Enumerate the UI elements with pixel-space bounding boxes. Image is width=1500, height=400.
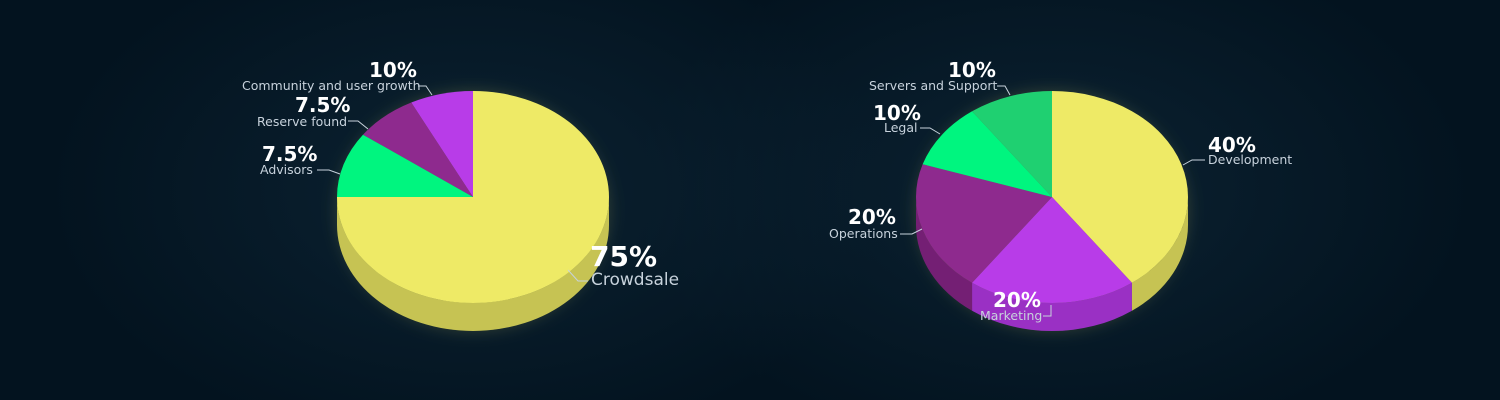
slice-percent-servers: 10% xyxy=(948,58,996,82)
pie-right-marks xyxy=(916,91,1189,332)
pie-slice-operations xyxy=(916,164,1052,283)
slice-label-servers: Servers and Support xyxy=(869,78,997,93)
slice-percent-marketing: 20% xyxy=(993,288,1041,312)
pie-slice-legal xyxy=(922,111,1052,197)
slice-label-community: Community and user growth xyxy=(242,78,421,93)
slice-label-development: Development xyxy=(1208,152,1292,167)
pie-left-labels: 75% Crowdsale 7.5% Advisors 7.5% Reserve… xyxy=(242,58,679,290)
slice-percent-operations: 20% xyxy=(848,205,896,229)
leader-line-reserve-found xyxy=(348,120,369,130)
pie-side-development xyxy=(1131,197,1188,311)
slice-label-advisors: Advisors xyxy=(260,162,313,177)
slice-percent-reserve-found: 7.5% xyxy=(295,93,350,117)
leader-line-operations xyxy=(900,228,923,235)
pie-slice-servers-and-support xyxy=(972,91,1052,197)
pie-side-operations xyxy=(916,197,973,311)
leader-line-community xyxy=(418,85,433,96)
slice-label-legal: Legal xyxy=(884,120,918,135)
slice-label-marketing: Marketing xyxy=(980,308,1042,323)
slice-label-crowdsale: Crowdsale xyxy=(591,270,679,290)
leader-line-servers xyxy=(997,85,1011,96)
pie-slice-community-and-user-growth xyxy=(337,134,473,197)
leader-line-marketing xyxy=(1043,305,1052,317)
pie-side-marketing xyxy=(972,282,1132,332)
pie-slice-advisors xyxy=(411,91,473,197)
pie-left-marks xyxy=(337,91,609,331)
leader-line-crowdsale xyxy=(567,269,588,282)
slice-label-operations: Operations xyxy=(829,226,898,241)
pie-slice-marketing xyxy=(972,197,1132,304)
pie-slice-reserve-found xyxy=(362,102,473,197)
slice-percent-crowdsale: 75% xyxy=(590,240,657,273)
slice-percent-legal: 10% xyxy=(873,101,921,125)
leader-line-development xyxy=(1182,159,1205,166)
slice-percent-development: 40% xyxy=(1208,133,1256,157)
pie-right-labels: 40% Development 20% Marketing 20% Operat… xyxy=(829,58,1292,323)
slice-percent-advisors: 7.5% xyxy=(262,142,317,166)
slice-label-reserve-found: Reserve found xyxy=(257,114,347,129)
leader-line-legal xyxy=(920,127,941,135)
pie-side-crowdsale xyxy=(337,197,609,331)
slice-percent-community: 10% xyxy=(369,58,417,82)
leader-line-advisors xyxy=(317,169,341,175)
pie-slice-development xyxy=(1052,91,1189,283)
